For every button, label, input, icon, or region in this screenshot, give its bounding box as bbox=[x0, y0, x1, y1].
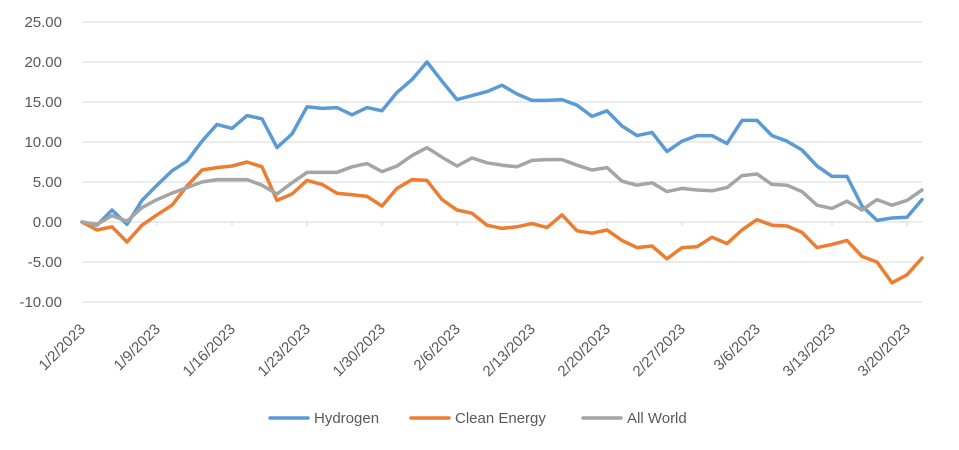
y-tick-label: -10.00 bbox=[19, 294, 62, 311]
legend-label-hydrogen: Hydrogen bbox=[314, 410, 379, 427]
x-tick-label: 1/23/2023 bbox=[255, 321, 314, 380]
x-tick-label: 1/9/2023 bbox=[111, 321, 164, 374]
series-line-all-world bbox=[80, 145, 924, 227]
y-axis: 25.00 20.00 15.00 10.00 5.00 0.00 -5.00 -10.00 bbox=[19, 14, 62, 311]
y-tick-label: -5.00 bbox=[28, 254, 62, 271]
series-line-hydrogen bbox=[80, 60, 924, 227]
x-tick-label: 3/6/2023 bbox=[711, 321, 764, 374]
y-tick-label: 10.00 bbox=[24, 134, 62, 151]
x-tick-label: 2/13/2023 bbox=[480, 321, 539, 380]
y-tick-label: 25.00 bbox=[24, 14, 62, 31]
y-tick-label: 15.00 bbox=[24, 94, 62, 111]
x-axis: 1/2/2023 1/9/2023 1/16/2023 1/23/2023 1/30/2… bbox=[36, 222, 914, 380]
legend-label-clean-energy: Clean Energy bbox=[455, 410, 546, 427]
y-tick-label: 20.00 bbox=[24, 54, 62, 71]
y-tick-label: 0.00 bbox=[33, 214, 62, 231]
legend: Hydrogen Clean Energy All World bbox=[268, 410, 687, 427]
x-tick-label: 2/20/2023 bbox=[555, 321, 614, 380]
series-line-clean-energy bbox=[80, 160, 924, 285]
gridlines bbox=[82, 21, 922, 303]
x-tick-label: 1/2/2023 bbox=[36, 321, 89, 374]
x-tick-label: 2/27/2023 bbox=[630, 321, 689, 380]
y-tick-label: 5.00 bbox=[33, 174, 62, 191]
legend-label-all-world: All World bbox=[627, 410, 687, 427]
x-tick-label: 2/6/2023 bbox=[411, 321, 464, 374]
x-tick-label: 1/30/2023 bbox=[330, 321, 389, 380]
x-tick-label: 1/16/2023 bbox=[180, 321, 239, 380]
x-tick-label: 3/20/2023 bbox=[855, 321, 914, 380]
series-lines bbox=[80, 60, 924, 285]
x-tick-label: 3/13/2023 bbox=[780, 321, 839, 380]
